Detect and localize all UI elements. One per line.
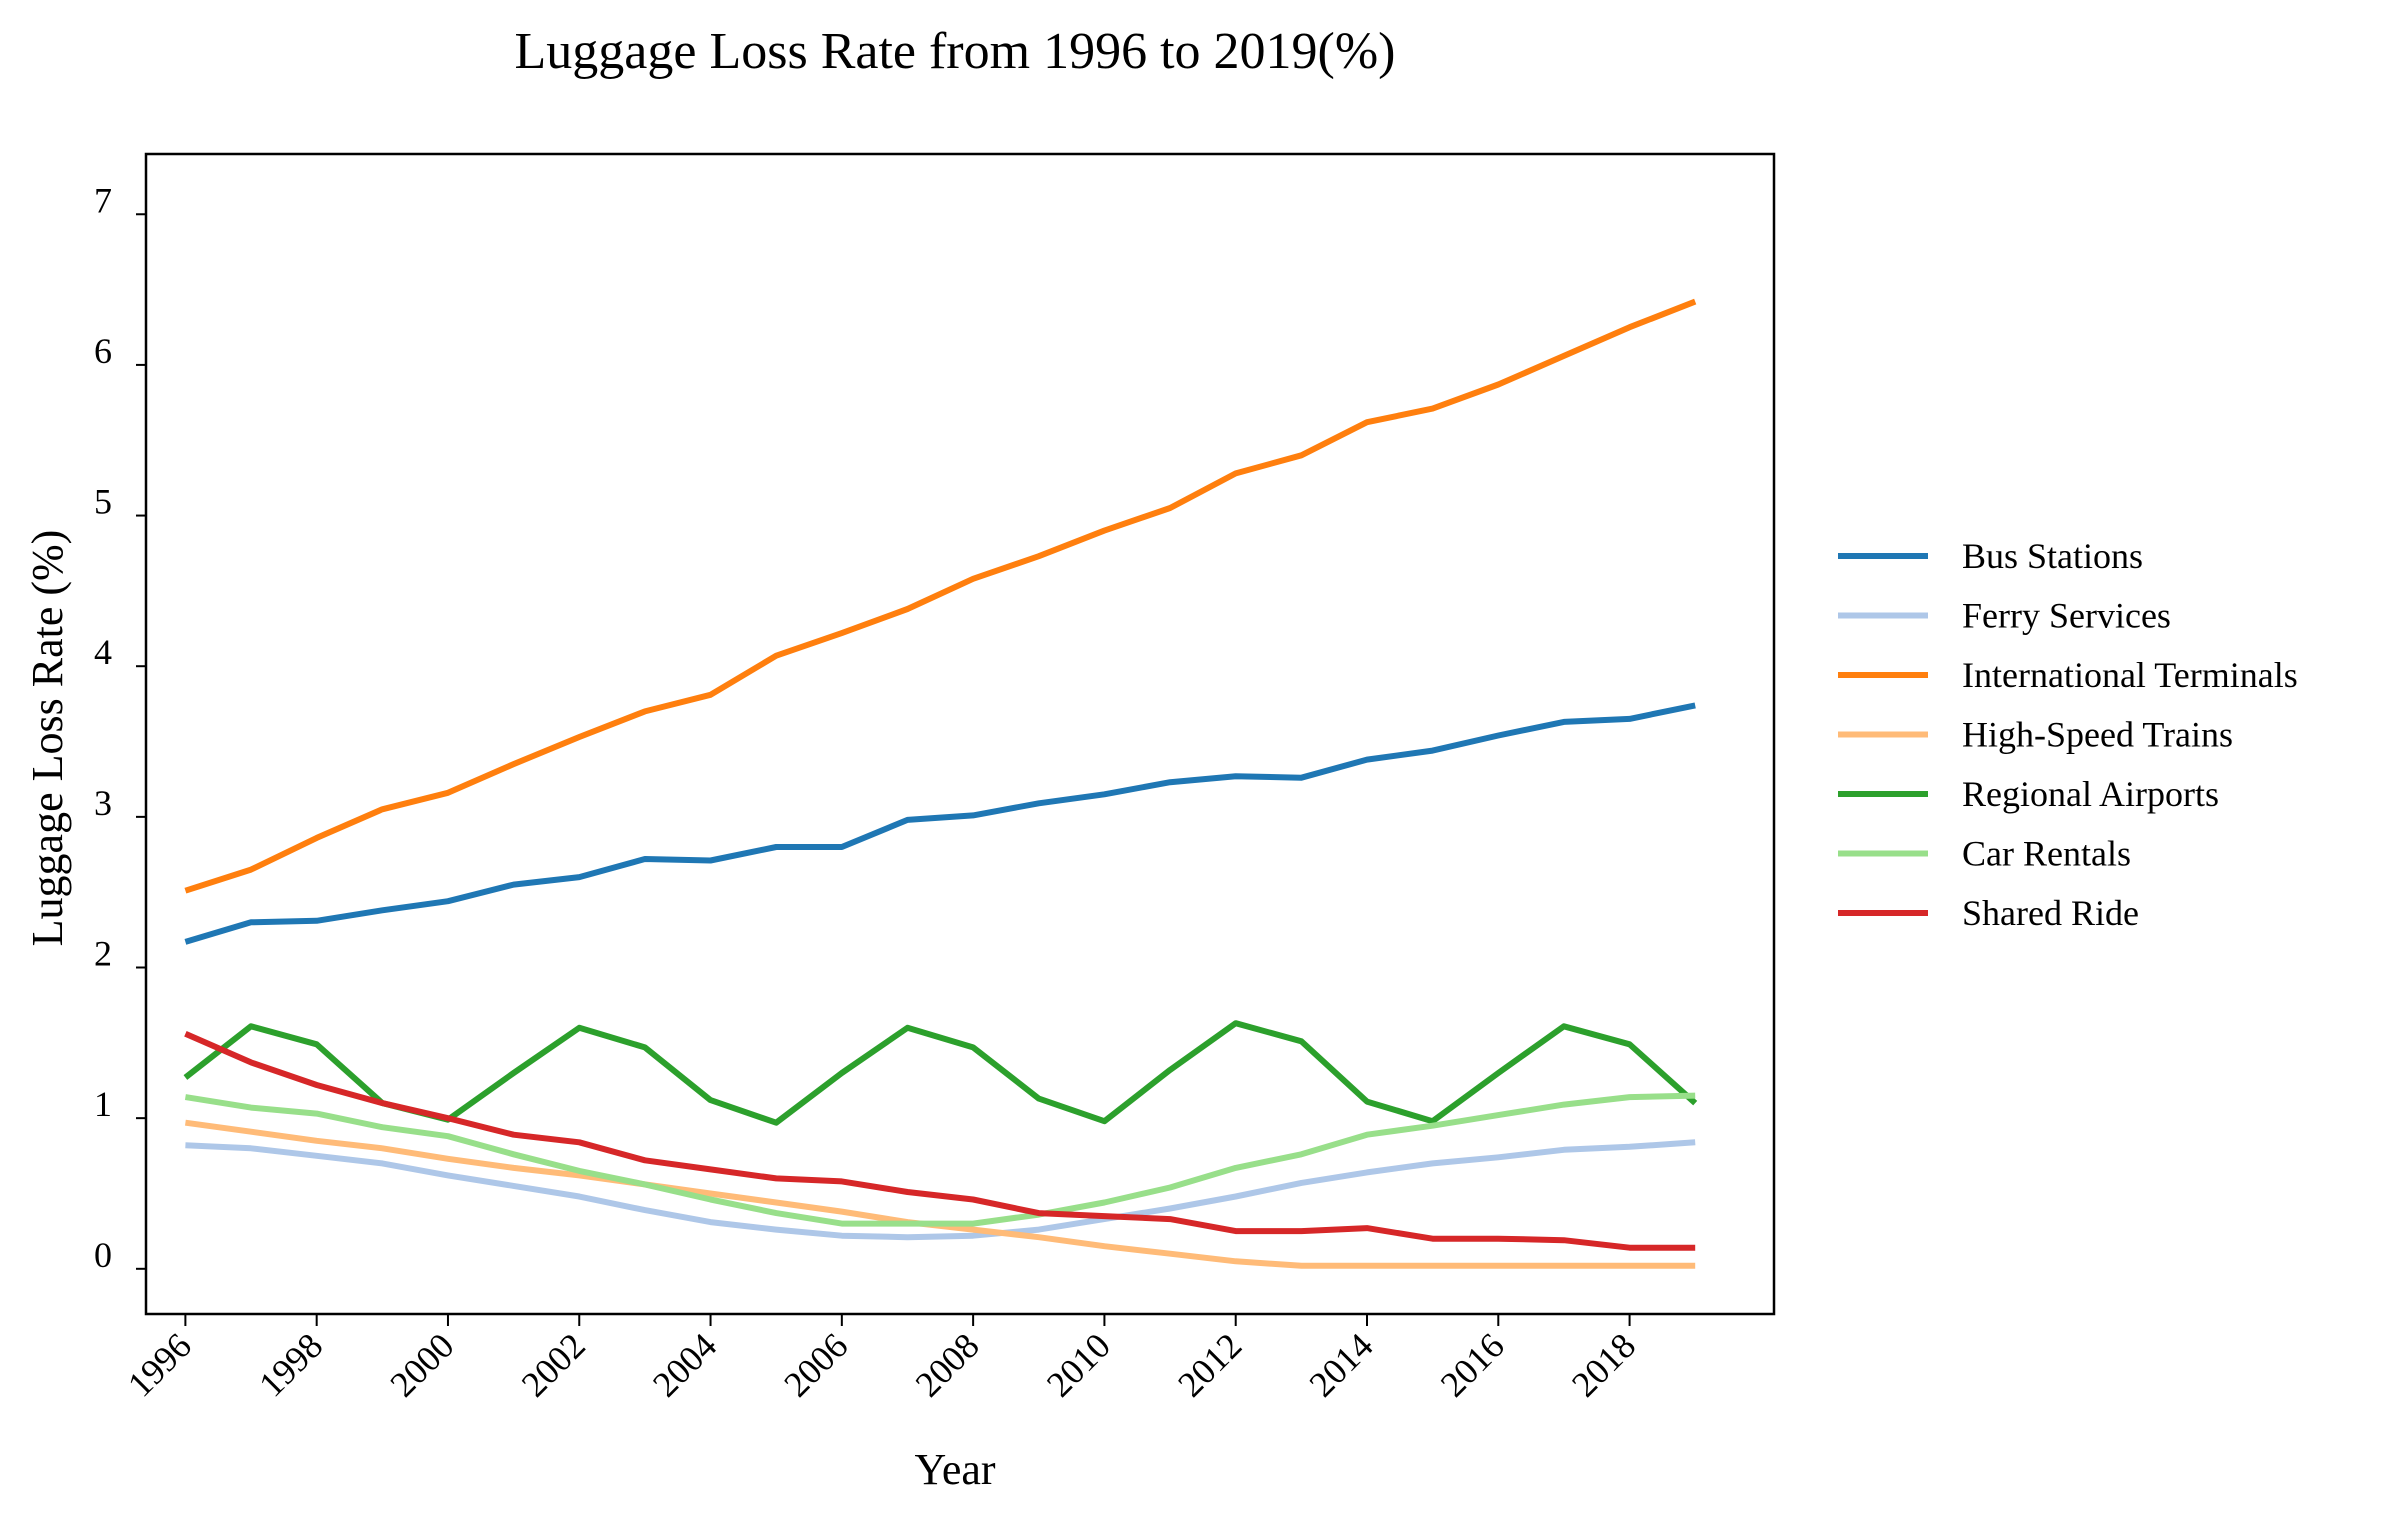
x-tick-label: 2012 bbox=[1170, 1325, 1249, 1404]
x-tick-label: 2016 bbox=[1433, 1325, 1512, 1404]
y-tick-label: 5 bbox=[94, 482, 112, 522]
series-line-bus-stations bbox=[184, 702, 1696, 945]
y-axis-label: Luggage Loss Rate (%) bbox=[23, 530, 72, 947]
y-tick-label: 2 bbox=[94, 934, 112, 974]
x-tick-label: 2008 bbox=[908, 1325, 987, 1404]
x-tick-label: 1998 bbox=[251, 1325, 330, 1404]
series-line-international-terminals bbox=[184, 298, 1697, 894]
legend-label: Shared Ride bbox=[1962, 893, 2139, 933]
x-tick-label: 1996 bbox=[120, 1325, 199, 1404]
x-axis-label: Year bbox=[914, 1445, 995, 1494]
y-tick-label: 4 bbox=[94, 632, 112, 672]
x-tick-label: 2006 bbox=[776, 1325, 855, 1404]
legend-label: International Terminals bbox=[1962, 655, 2298, 695]
x-tick-label: 2010 bbox=[1039, 1325, 1118, 1404]
legend-label: Bus Stations bbox=[1962, 536, 2143, 576]
y-tick-label: 1 bbox=[94, 1084, 112, 1124]
x-tick-label: 2002 bbox=[514, 1325, 593, 1404]
series-line-shared-ride bbox=[184, 1031, 1696, 1251]
legend-label: High-Speed Trains bbox=[1962, 715, 2233, 755]
x-tick-label: 2014 bbox=[1301, 1325, 1380, 1404]
plot-frame bbox=[144, 152, 1776, 1316]
x-tick-label: 2018 bbox=[1564, 1325, 1643, 1404]
legend-label: Regional Airports bbox=[1962, 774, 2219, 814]
legend-label: Ferry Services bbox=[1962, 596, 2171, 636]
y-tick-label: 6 bbox=[94, 331, 112, 371]
chart-title: Luggage Loss Rate from 1996 to 2019(%) bbox=[514, 23, 1396, 80]
series-line-ferry-services bbox=[185, 1139, 1696, 1241]
x-tick-label: 2000 bbox=[382, 1325, 461, 1404]
series-line-car-rentals bbox=[184, 1092, 1696, 1227]
y-tick-label: 3 bbox=[94, 783, 112, 823]
y-tick-label: 0 bbox=[94, 1235, 112, 1275]
y-tick-label: 7 bbox=[94, 180, 112, 220]
x-tick-label: 2004 bbox=[645, 1325, 724, 1404]
legend-label: Car Rentals bbox=[1962, 834, 2131, 874]
